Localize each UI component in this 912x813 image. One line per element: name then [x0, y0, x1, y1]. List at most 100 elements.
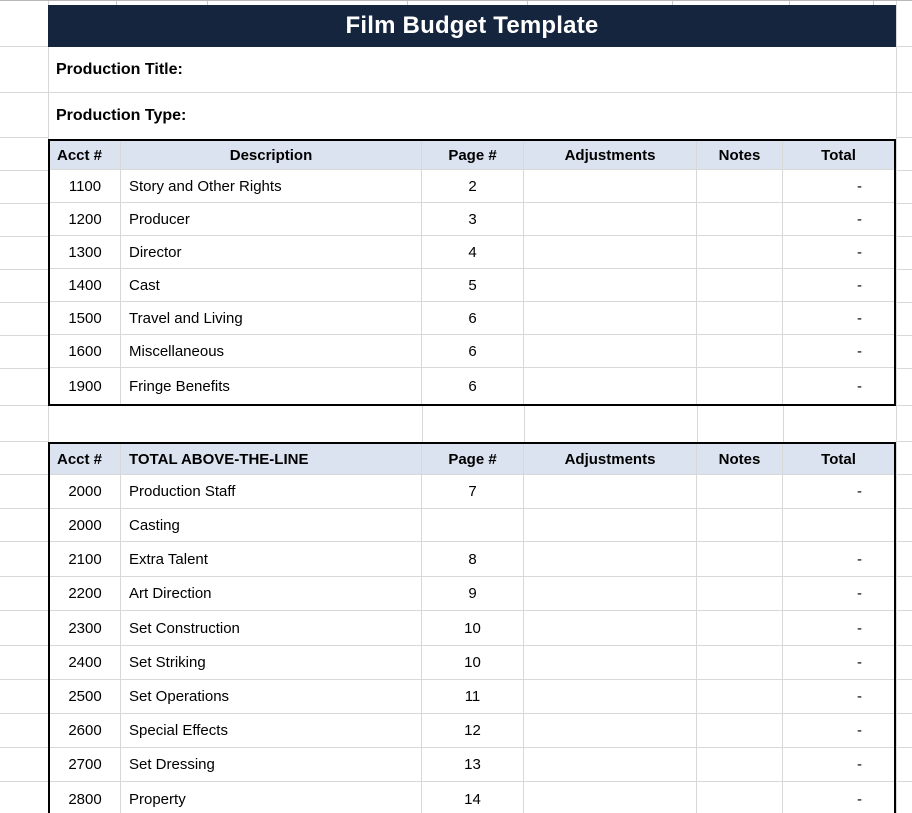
adjustments-cell[interactable] — [524, 577, 697, 610]
page-cell[interactable]: 6 — [422, 335, 524, 367]
page-cell[interactable]: 10 — [422, 646, 524, 679]
notes-cell[interactable] — [697, 577, 783, 610]
acct-cell[interactable]: 2800 — [50, 782, 121, 813]
adjustments-cell[interactable] — [524, 680, 697, 713]
adjustments-cell[interactable] — [524, 611, 697, 645]
notes-cell[interactable] — [697, 611, 783, 645]
adjustments-cell[interactable] — [524, 714, 697, 747]
adjustments-cell[interactable] — [524, 509, 697, 541]
page-cell[interactable]: 6 — [422, 368, 524, 404]
page-cell[interactable]: 14 — [422, 782, 524, 813]
description-cell[interactable]: Set Operations — [121, 680, 422, 713]
description-cell[interactable]: Travel and Living — [121, 302, 422, 334]
total-cell[interactable]: - — [857, 619, 862, 637]
page-cell[interactable]: 12 — [422, 714, 524, 747]
total-cell[interactable]: - — [857, 722, 862, 739]
total-cell[interactable]: - — [857, 688, 862, 705]
page-cell[interactable]: 3 — [422, 203, 524, 235]
total-cell[interactable]: - — [857, 210, 862, 228]
notes-cell[interactable] — [697, 714, 783, 747]
total-cell[interactable]: - — [857, 276, 862, 294]
total-cell[interactable]: - — [857, 177, 862, 195]
notes-cell[interactable] — [697, 335, 783, 367]
description-cell[interactable]: Set Construction — [121, 611, 422, 645]
description-cell[interactable]: Special Effects — [121, 714, 422, 747]
description-cell[interactable]: Producer — [121, 203, 422, 235]
adjustments-cell[interactable] — [524, 236, 697, 268]
notes-cell[interactable] — [697, 680, 783, 713]
total-cell[interactable]: - — [857, 654, 862, 671]
notes-cell[interactable] — [697, 509, 783, 541]
description-cell[interactable]: Property — [121, 782, 422, 813]
total-cell[interactable]: - — [857, 790, 862, 808]
description-cell[interactable]: Miscellaneous — [121, 335, 422, 367]
acct-cell[interactable]: 1100 — [50, 170, 121, 202]
acct-cell[interactable]: 1500 — [50, 302, 121, 334]
page-cell[interactable]: 13 — [422, 748, 524, 781]
description-cell[interactable]: Production Staff — [121, 475, 422, 508]
acct-cell[interactable]: 1400 — [50, 269, 121, 301]
total-cell[interactable]: - — [857, 377, 862, 395]
adjustments-cell[interactable] — [524, 782, 697, 813]
adjustments-cell[interactable] — [524, 475, 697, 508]
total-cell[interactable]: - — [857, 550, 862, 568]
total-cell[interactable]: - — [857, 309, 862, 327]
total-cell[interactable]: - — [857, 483, 862, 500]
total-cell[interactable]: - — [857, 585, 862, 602]
description-cell[interactable]: Set Striking — [121, 646, 422, 679]
acct-cell[interactable]: 2600 — [50, 714, 121, 747]
acct-cell[interactable]: 2200 — [50, 577, 121, 610]
page-cell[interactable]: 8 — [422, 542, 524, 576]
description-cell[interactable]: Set Dressing — [121, 748, 422, 781]
acct-cell[interactable]: 2500 — [50, 680, 121, 713]
notes-cell[interactable] — [697, 748, 783, 781]
adjustments-cell[interactable] — [524, 302, 697, 334]
total-cell[interactable]: - — [857, 243, 862, 261]
acct-cell[interactable]: 1200 — [50, 203, 121, 235]
description-cell[interactable]: Director — [121, 236, 422, 268]
adjustments-cell[interactable] — [524, 170, 697, 202]
adjustments-cell[interactable] — [524, 748, 697, 781]
acct-cell[interactable]: 2700 — [50, 748, 121, 781]
description-cell[interactable]: Casting — [121, 509, 422, 541]
total-cell[interactable]: - — [857, 756, 862, 773]
notes-cell[interactable] — [697, 782, 783, 813]
page-cell[interactable]: 4 — [422, 236, 524, 268]
notes-cell[interactable] — [697, 170, 783, 202]
acct-cell[interactable]: 2000 — [50, 509, 121, 541]
total-cell[interactable] — [783, 509, 894, 541]
adjustments-cell[interactable] — [524, 646, 697, 679]
description-cell[interactable]: Fringe Benefits — [121, 368, 422, 404]
total-cell[interactable]: - — [857, 342, 862, 360]
notes-cell[interactable] — [697, 269, 783, 301]
page-cell[interactable]: 6 — [422, 302, 524, 334]
acct-cell[interactable]: 1900 — [50, 368, 121, 404]
adjustments-cell[interactable] — [524, 269, 697, 301]
adjustments-cell[interactable] — [524, 542, 697, 576]
description-cell[interactable]: Extra Talent — [121, 542, 422, 576]
notes-cell[interactable] — [697, 368, 783, 404]
adjustments-cell[interactable] — [524, 368, 697, 404]
page-cell[interactable]: 7 — [422, 475, 524, 508]
acct-cell[interactable]: 2000 — [50, 475, 121, 508]
page-cell[interactable]: 5 — [422, 269, 524, 301]
page-cell[interactable]: 2 — [422, 170, 524, 202]
notes-cell[interactable] — [697, 646, 783, 679]
notes-cell[interactable] — [697, 302, 783, 334]
acct-cell[interactable]: 2300 — [50, 611, 121, 645]
acct-cell[interactable]: 2100 — [50, 542, 121, 576]
adjustments-cell[interactable] — [524, 335, 697, 367]
notes-cell[interactable] — [697, 203, 783, 235]
notes-cell[interactable] — [697, 542, 783, 576]
notes-cell[interactable] — [697, 236, 783, 268]
notes-cell[interactable] — [697, 475, 783, 508]
page-cell[interactable]: 11 — [422, 680, 524, 713]
description-cell[interactable]: Art Direction — [121, 577, 422, 610]
description-cell[interactable]: Story and Other Rights — [121, 170, 422, 202]
acct-cell[interactable]: 1600 — [50, 335, 121, 367]
page-cell[interactable]: 9 — [422, 577, 524, 610]
adjustments-cell[interactable] — [524, 203, 697, 235]
page-cell[interactable] — [422, 509, 524, 541]
description-cell[interactable]: Cast — [121, 269, 422, 301]
acct-cell[interactable]: 2400 — [50, 646, 121, 679]
